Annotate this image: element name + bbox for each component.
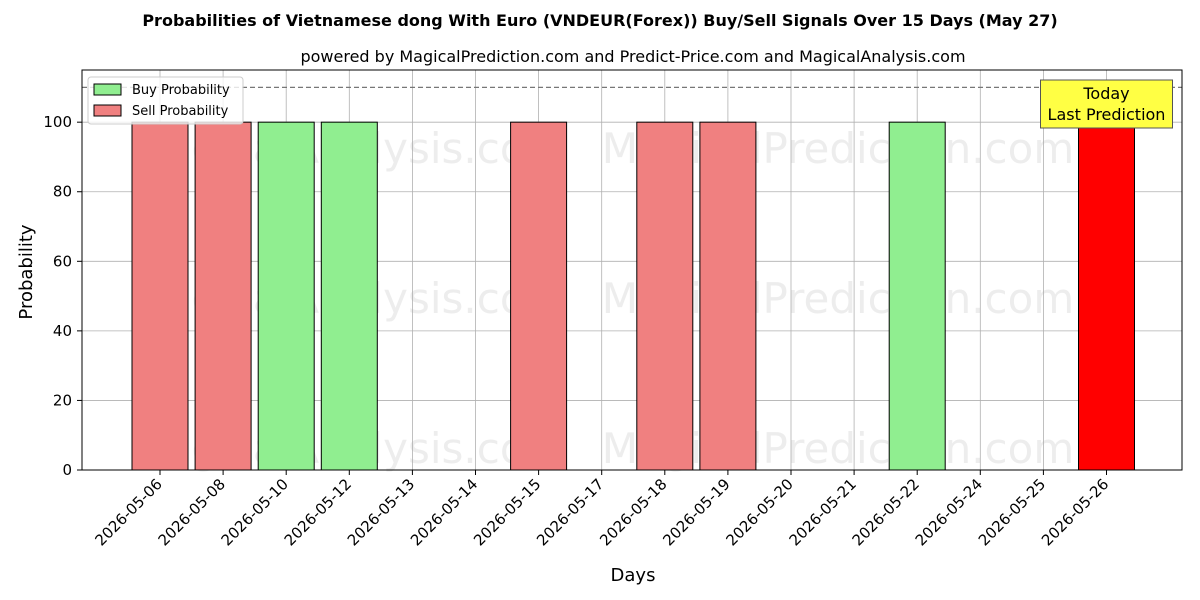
sell-bar xyxy=(1078,121,1135,471)
x-tick-label: 2026-05-12 xyxy=(281,475,355,549)
today-label-box xyxy=(1040,79,1173,129)
plot-frame xyxy=(81,69,1183,471)
x-axis-label: Days xyxy=(611,565,656,586)
legend-label: Sell Probability xyxy=(132,104,229,119)
y-tick-label: 100 xyxy=(43,113,72,131)
x-tick-label: 2026-05-10 xyxy=(218,475,292,549)
x-tick-label: 2026-05-20 xyxy=(722,475,796,549)
x-tick-label: 2026-05-22 xyxy=(849,475,923,549)
sell-bar xyxy=(699,121,757,471)
y-tick-label: 0 xyxy=(62,461,72,479)
sell-bar xyxy=(131,121,189,471)
x-tick-label: 2026-05-13 xyxy=(344,475,418,549)
y-tick-label: 20 xyxy=(53,391,72,409)
legend-swatch xyxy=(93,83,122,96)
x-tick-label: 2026-05-06 xyxy=(91,475,165,549)
legend-label: Buy Probability xyxy=(132,83,230,98)
chart-title: Probabilities of Vietnamese dong With Eu… xyxy=(142,11,1057,30)
buy-bar xyxy=(320,121,378,471)
x-tick-label: 2026-05-17 xyxy=(533,475,607,549)
x-tick-label: 2026-05-24 xyxy=(912,475,986,549)
today-label-line2: Last Prediction xyxy=(1048,105,1166,124)
x-tick-label: 2026-05-14 xyxy=(407,475,481,549)
y-tick-label: 60 xyxy=(53,252,72,270)
legend-swatch xyxy=(93,104,122,117)
y-tick-label: 80 xyxy=(53,183,72,201)
x-tick-label: 2026-05-26 xyxy=(1038,475,1112,549)
x-tick-label: 2026-05-25 xyxy=(975,475,1049,549)
chart-subtitle: powered by MagicalPrediction.com and Pre… xyxy=(300,47,965,66)
buy-bar xyxy=(888,121,946,471)
buy-bar xyxy=(257,121,315,471)
x-tick-label: 2026-05-19 xyxy=(659,475,733,549)
x-tick-label: 2026-05-18 xyxy=(596,475,670,549)
today-annotation: Today Last Prediction xyxy=(1040,79,1173,129)
x-tick-label: 2026-05-15 xyxy=(470,475,544,549)
today-label-line1: Today xyxy=(1082,84,1129,103)
x-tick-label: 2026-05-21 xyxy=(786,475,860,549)
y-tick-label: 40 xyxy=(53,322,72,340)
legend: Buy Probability Sell Probability xyxy=(87,76,244,125)
legend-box xyxy=(87,76,244,125)
sell-bar xyxy=(194,121,252,471)
y-axis-label: Probability xyxy=(16,224,37,319)
sell-bar xyxy=(510,121,568,471)
x-tick-label: 2026-05-08 xyxy=(155,475,229,549)
sell-bar xyxy=(636,121,694,471)
